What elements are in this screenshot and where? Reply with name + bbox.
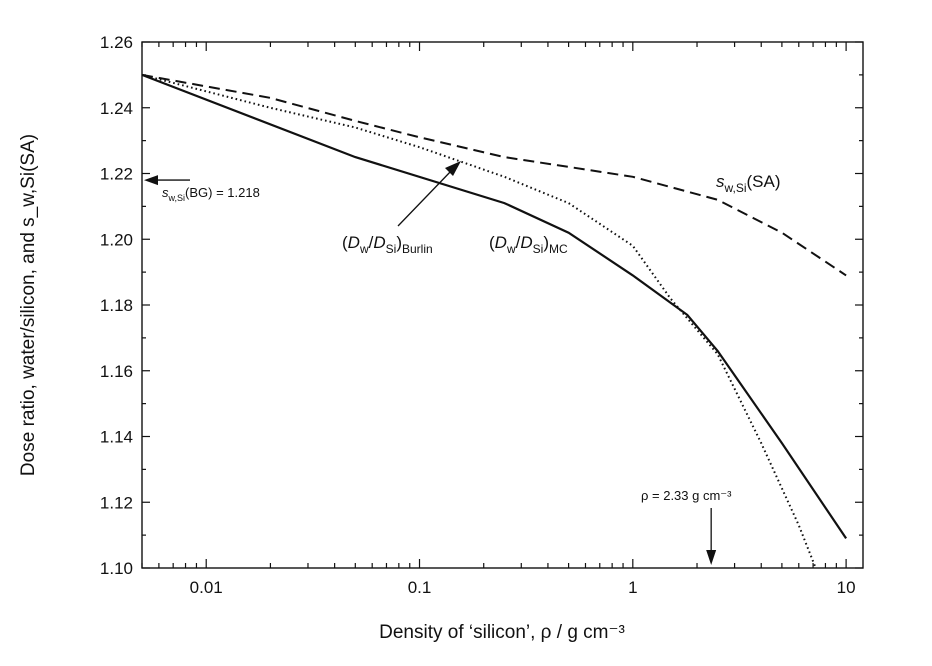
series-line-solid [141,73,848,540]
mc-subscript: MC [549,242,568,256]
y-tick-label: 1.24 [100,99,133,118]
sa-s-symbol: s [716,172,725,191]
burlin-slash: / [369,233,374,252]
burlin-si: Si [386,242,397,256]
mc-d: D [495,233,507,252]
burlin-w: w [359,242,369,256]
burlin-d: D [348,233,360,252]
y-axis-ticks: 1.10 1.12 1.14 1.16 1.18 1.20 1.22 1.24 1.26 [100,33,863,578]
mc-d2: D [520,233,532,252]
mc-close: ) [543,233,549,252]
y-tick-label: 1.20 [100,230,133,249]
burlin-close: ) [396,233,402,252]
burlin-arrow-line [397,169,453,227]
sa-subscript: w,Si [724,181,747,195]
bg-subscript: w,Si [168,193,186,203]
mc-slash: / [516,233,521,252]
burlin-open: ( [342,233,348,252]
bg-s-symbol: s [162,185,169,200]
series-layer [141,73,848,569]
rho-arrowhead [706,550,717,565]
sa-series-label: sw,Si(SA) [716,172,781,195]
x-axis-label: Density of ‘silicon’, ρ / g cm⁻³ [379,622,625,643]
y-tick-label: 1.10 [100,559,133,578]
x-tick-label: 1 [628,578,637,597]
y-tick-label: 1.18 [100,296,133,315]
y-tick-label: 1.22 [100,165,133,184]
bg-arrowhead [144,175,158,186]
burlin-d2: D [373,233,385,252]
x-tick-label: 0.1 [408,578,432,597]
y-tick-label: 1.14 [100,428,133,447]
series-line-dashed [141,73,847,277]
bg-label: sw,Si(BG) = 1.218 [162,185,260,203]
y-tick-label: 1.16 [100,362,133,381]
mc-si: Si [533,242,544,256]
burlin-subscript: Burlin [402,242,433,256]
mc-w: w [506,242,516,256]
mc-open: ( [489,233,495,252]
y-tick-label: 1.12 [100,493,133,512]
mc-series-label: (Dw/DSi)MC [489,233,568,256]
x-tick-label: 0.01 [190,578,223,597]
burlin-arrowhead [445,161,461,176]
y-axis-label: Dose ratio, water/silicon, and s_w,Si(SA… [18,134,39,476]
y-tick-label: 1.26 [100,33,133,52]
x-axis-ticks: 0.01 0.1 1 10 [141,42,856,597]
x-tick-label: 10 [837,578,856,597]
plot-frame [141,41,864,569]
sa-suffix: (SA) [747,172,781,191]
annotation-layer: sw,Si(BG) = 1.218sw,Si(SA)(Dw/DSi)Burlin… [144,161,781,565]
burlin-series-label: (Dw/DSi)Burlin [342,233,433,256]
bg-value-text: (BG) = 1.218 [185,185,260,200]
rho-marker-label: ρ = 2.33 g cm⁻³ [641,488,732,503]
